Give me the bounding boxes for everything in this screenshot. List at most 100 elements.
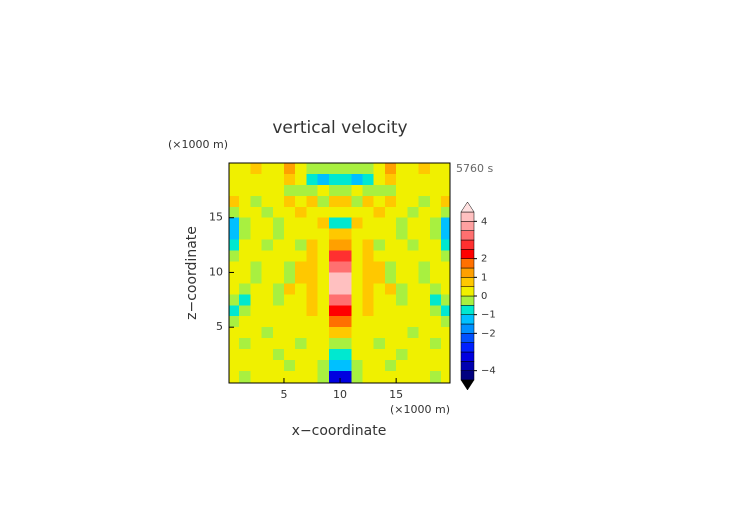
field-cell — [384, 217, 397, 230]
field-cell — [317, 163, 330, 175]
field-cell — [441, 206, 450, 219]
field-cell — [429, 239, 442, 252]
field-cell — [250, 206, 263, 219]
field-cell — [441, 338, 450, 350]
field-cell — [351, 163, 364, 175]
field-cell — [306, 360, 319, 372]
field-cell — [407, 228, 420, 241]
field-cell — [328, 228, 341, 241]
field-cell — [441, 173, 450, 186]
field-cell — [239, 217, 251, 230]
field-cell — [283, 305, 296, 317]
field-cell — [261, 272, 274, 284]
field-cell — [250, 239, 263, 252]
field-cell — [229, 163, 240, 175]
field-cell — [229, 338, 240, 350]
colorbar-tick-label: −2 — [481, 328, 496, 339]
field-cell — [306, 327, 319, 339]
field-cell — [306, 163, 319, 175]
field-cell — [272, 360, 285, 372]
field-cell — [317, 283, 330, 295]
field-cell — [272, 272, 285, 284]
field-cell — [362, 294, 375, 306]
field-cell — [328, 272, 341, 284]
field-cell — [283, 327, 296, 339]
field-cell — [328, 163, 341, 175]
field-cell — [250, 195, 263, 208]
field-cell — [373, 316, 386, 328]
field-cell — [272, 228, 285, 241]
field-cell — [239, 184, 251, 197]
field-cell — [407, 283, 420, 295]
field-cell — [340, 206, 352, 219]
field-cell — [250, 327, 263, 339]
field-cell — [340, 338, 352, 350]
field-cell — [250, 173, 263, 186]
field-cell — [351, 239, 364, 252]
field-cell — [418, 272, 431, 284]
field-cell — [239, 294, 251, 306]
field-cell — [396, 261, 408, 274]
field-cell — [396, 294, 408, 306]
field-cell — [351, 228, 364, 241]
field-cell — [373, 283, 386, 295]
field-cell — [351, 217, 364, 230]
colorbar-band — [460, 239, 475, 250]
field-cell — [384, 272, 397, 284]
field-cell — [418, 228, 431, 241]
field-cell — [229, 228, 240, 241]
field-cell — [373, 195, 386, 208]
field-cell — [317, 349, 330, 361]
field-cell — [384, 338, 397, 350]
field-cell — [306, 195, 319, 208]
field-cell — [317, 261, 330, 274]
field-cell — [340, 360, 352, 372]
field-cell — [396, 163, 408, 175]
field-cell — [229, 360, 240, 372]
field-cell — [317, 184, 330, 197]
field-cell — [340, 195, 352, 208]
field-cell — [351, 195, 364, 208]
field-cell — [396, 173, 408, 186]
field-cell — [362, 261, 375, 274]
field-cell — [418, 217, 431, 230]
field-cell — [384, 206, 397, 219]
field-cell — [429, 360, 442, 372]
field-cell — [351, 305, 364, 317]
field-cell — [239, 316, 251, 328]
field-cell — [384, 250, 397, 263]
field-cell — [250, 360, 263, 372]
field-cell — [295, 349, 308, 361]
field-cell — [328, 360, 341, 372]
x-tick-label: 10 — [333, 388, 347, 401]
field-cell — [295, 184, 308, 197]
field-cell — [272, 349, 285, 361]
field-cell — [239, 283, 251, 295]
field-cell — [261, 316, 274, 328]
field-cell — [407, 239, 420, 252]
field-cell — [306, 294, 319, 306]
field-cell — [384, 228, 397, 241]
field-cell — [261, 206, 274, 219]
colorbar-extend-low — [460, 379, 475, 391]
field-cell — [250, 228, 263, 241]
field-cell — [384, 261, 397, 274]
colorbar-band — [460, 323, 475, 334]
field-cell — [429, 228, 442, 241]
field-cell — [239, 173, 251, 186]
field-cell — [373, 294, 386, 306]
field-cell — [396, 360, 408, 372]
field-cell — [362, 163, 375, 175]
field-cell — [328, 239, 341, 252]
field-cell — [384, 163, 397, 175]
field-cell — [295, 338, 308, 350]
field-cell — [317, 338, 330, 350]
field-cell — [340, 250, 352, 263]
field-cell — [340, 294, 352, 306]
field-cell — [407, 294, 420, 306]
field-cell — [317, 360, 330, 372]
field-cell — [407, 316, 420, 328]
colorbar-tick-label: 1 — [481, 272, 487, 283]
field-cell — [351, 327, 364, 339]
